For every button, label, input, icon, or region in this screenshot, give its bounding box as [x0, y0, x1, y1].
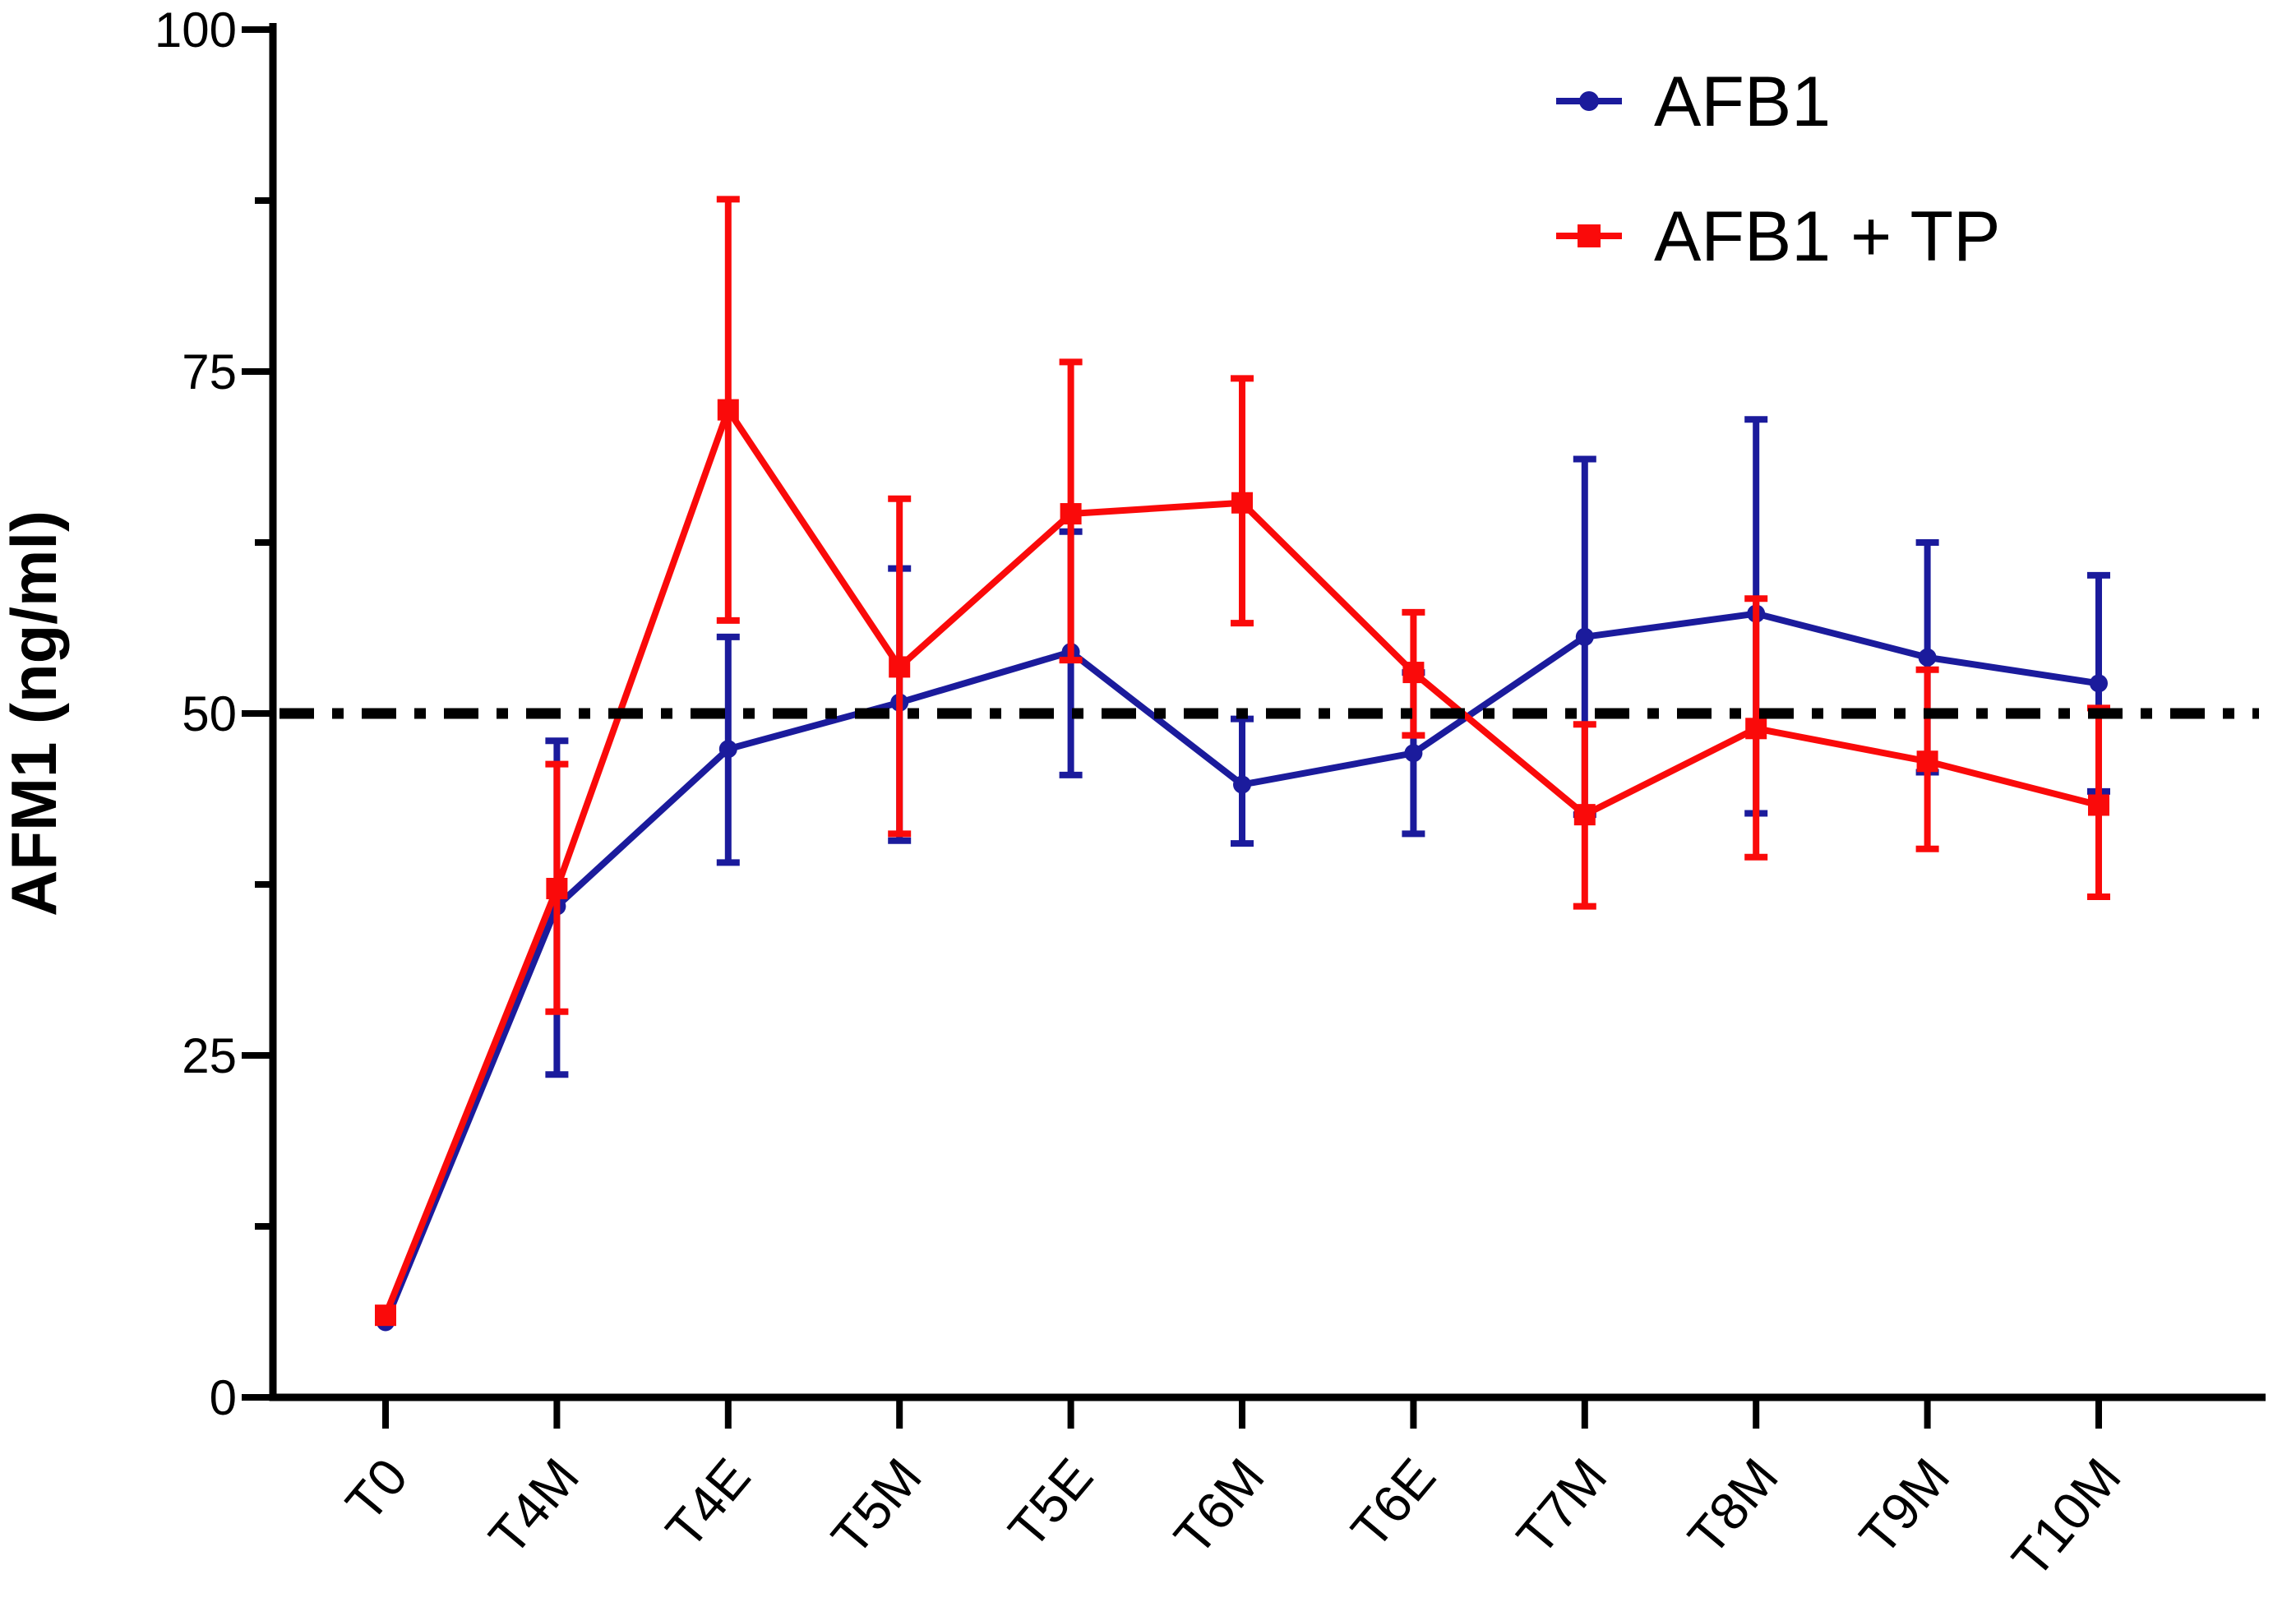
y-tick-label: 25	[182, 1028, 237, 1083]
y-tick-label: 100	[155, 2, 237, 58]
afb1-tp-marker	[1060, 503, 1082, 525]
x-tick-label: T0	[335, 1447, 419, 1532]
x-tick-label: T5E	[997, 1447, 1105, 1559]
afb1-marker	[1918, 648, 1937, 667]
afb1-marker	[2090, 674, 2108, 693]
x-tick-label: T5M	[820, 1447, 932, 1566]
y-tick-label: 0	[210, 1370, 237, 1425]
legend-square-icon	[1578, 224, 1601, 247]
x-tick-label: T6E	[1340, 1447, 1448, 1559]
afb1-tp-marker	[1231, 492, 1253, 514]
legend-label: AFB1 + TP	[1654, 197, 2000, 276]
x-tick-label: T7M	[1505, 1447, 1618, 1566]
legend-circle-icon	[1579, 91, 1599, 111]
afb1-tp-marker	[1745, 718, 1767, 740]
afb1-tp-marker	[889, 656, 911, 678]
y-tick-label: 75	[182, 344, 237, 399]
x-tick-label: T4M	[478, 1447, 590, 1566]
afb1-tp-marker	[546, 877, 568, 899]
x-tick-label: T6M	[1162, 1447, 1275, 1566]
x-tick-label: T9M	[1848, 1447, 1961, 1566]
y-axis-title: AFM1 (ng/ml)	[0, 510, 70, 917]
afb1-marker	[1233, 775, 1251, 794]
afb1-tp-marker	[2088, 794, 2109, 816]
afb1-tp-marker	[717, 399, 739, 421]
x-tick-label: T8M	[1676, 1447, 1789, 1566]
y-tick-label: 50	[182, 686, 237, 741]
legend-label: AFB1	[1654, 62, 1831, 141]
afb1-marker	[1575, 627, 1594, 646]
afb1-tp-marker	[1916, 750, 1938, 773]
x-tick-label: T10M	[2000, 1447, 2132, 1589]
afb1-tp-marker	[1573, 804, 1596, 826]
afb1-marker	[1404, 744, 1423, 763]
afb1-tp-marker	[1402, 662, 1425, 684]
afb1-tp-marker	[375, 1304, 396, 1327]
afb1-marker	[718, 740, 737, 759]
x-tick-label: T4E	[654, 1447, 762, 1559]
